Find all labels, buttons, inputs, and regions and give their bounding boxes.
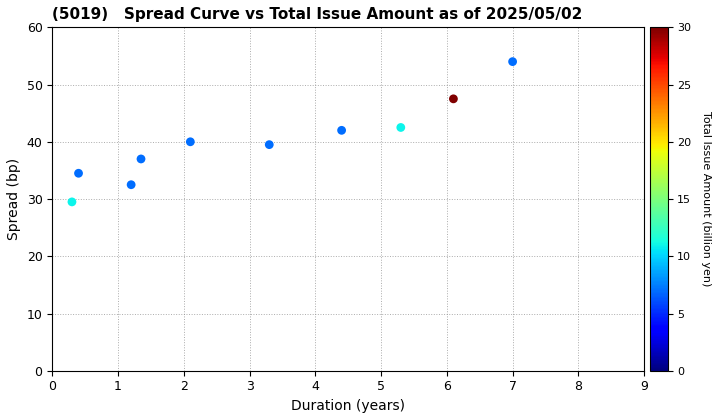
- Point: [135, 155, 147, 162]
- X-axis label: Duration (years): Duration (years): [291, 399, 405, 413]
- Point: [448, 95, 459, 102]
- Y-axis label: Spread (bp): Spread (bp): [7, 158, 21, 240]
- Point: [184, 139, 196, 145]
- Point: [125, 181, 137, 188]
- Point: [66, 199, 78, 205]
- Point: [395, 124, 407, 131]
- Point: [507, 58, 518, 65]
- Point: [336, 127, 347, 134]
- Point: [264, 141, 275, 148]
- Point: [73, 170, 84, 177]
- Y-axis label: Total Issue Amount (billion yen): Total Issue Amount (billion yen): [701, 111, 711, 287]
- Text: (5019)   Spread Curve vs Total Issue Amount as of 2025/05/02: (5019) Spread Curve vs Total Issue Amoun…: [53, 7, 582, 22]
